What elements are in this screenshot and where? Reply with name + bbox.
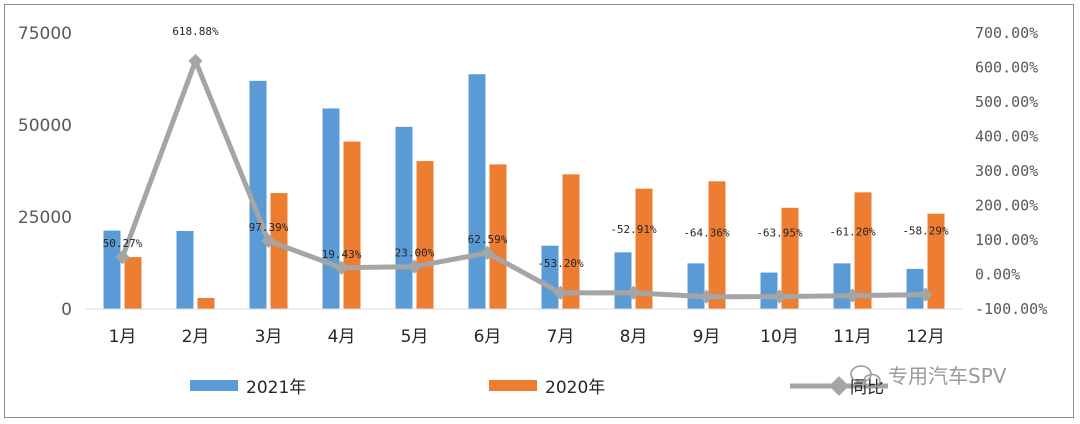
category-label-10: 10月 xyxy=(760,327,799,347)
bars-layer xyxy=(103,74,945,309)
right-tick-600.00%: 600.00% xyxy=(975,59,1038,77)
yoy-label-9: -64.36% xyxy=(683,227,730,240)
right-tick-0.00%: 0.00% xyxy=(975,266,1020,284)
legend-label-2020: 2020年 xyxy=(545,378,605,398)
category-label-7: 7月 xyxy=(547,327,575,347)
legend-swatch-yoy-marker xyxy=(829,376,849,396)
bar-2020-3 xyxy=(270,193,288,309)
bar-2020-9 xyxy=(708,181,726,309)
yoy-marker-7 xyxy=(553,285,568,300)
right-tick-100.00%: 100.00% xyxy=(975,231,1038,249)
bar-2020-6 xyxy=(489,164,507,309)
bar-2021-6 xyxy=(468,74,486,309)
bar-2021-12 xyxy=(906,268,924,309)
yoy-label-2: 618.88% xyxy=(172,25,219,38)
yoy-marker-11 xyxy=(845,288,860,303)
bar-2021-5 xyxy=(395,126,413,309)
yoy-marker-12 xyxy=(918,287,933,302)
bar-2020-10 xyxy=(781,207,799,309)
yoy-label-8: -52.91% xyxy=(610,223,657,236)
bar-2020-1 xyxy=(124,257,142,309)
bar-2020-2 xyxy=(197,297,215,309)
yoy-label-4: 19.43% xyxy=(322,248,362,261)
yoy-marker-6 xyxy=(480,245,495,260)
right-tick-200.00%: 200.00% xyxy=(975,197,1038,215)
bar-2021-1 xyxy=(103,230,121,309)
bar-2021-11 xyxy=(833,263,851,309)
yoy-label-12: -58.29% xyxy=(902,225,949,238)
right-tick-700.00%: 700.00% xyxy=(975,24,1038,42)
category-label-9: 9月 xyxy=(693,327,721,347)
category-label-6: 6月 xyxy=(474,327,502,347)
category-label-3: 3月 xyxy=(255,327,283,347)
category-axis: 1月 2月 3月 4月 5月 6月 7月 8月 9月 10月 11月 12月 xyxy=(109,327,945,347)
bar-2021-10 xyxy=(760,272,778,309)
right-tick-300.00%: 300.00% xyxy=(975,162,1038,180)
bar-2021-2 xyxy=(176,230,194,309)
left-tick-25000: 25000 xyxy=(18,208,72,228)
yoy-label-10: -63.95% xyxy=(756,227,803,240)
yoy-marker-9 xyxy=(699,289,714,304)
category-label-1: 1月 xyxy=(109,327,137,347)
left-axis: 0 25000 50000 75000 xyxy=(18,24,72,320)
yoy-label-11: -61.20% xyxy=(829,226,876,239)
yoy-marker-2 xyxy=(188,53,203,69)
legend-label-yoy: 同比 xyxy=(850,378,884,398)
watermark: 专用汽车SPV xyxy=(850,364,1007,389)
legend-label-2021: 2021年 xyxy=(246,378,306,398)
yoy-marker-8 xyxy=(626,285,641,300)
yoy-marker-3 xyxy=(261,233,276,248)
left-tick-0: 0 xyxy=(61,300,72,320)
bar-2021-4 xyxy=(322,108,340,309)
bar-2021-7 xyxy=(541,245,559,309)
category-label-8: 8月 xyxy=(620,327,648,347)
right-tick--100.00%: -100.00% xyxy=(975,300,1047,318)
yoy-label-1: 50.27% xyxy=(103,237,143,250)
yoy-label-6: 62.59% xyxy=(468,233,508,246)
bar-2020-11 xyxy=(854,192,872,309)
bar-2021-8 xyxy=(614,252,632,309)
yoy-label-3: 97.39% xyxy=(249,221,289,234)
wechat-icon xyxy=(850,365,881,389)
left-tick-50000: 50000 xyxy=(18,116,72,136)
category-label-11: 11月 xyxy=(833,327,872,347)
bar-2020-5 xyxy=(416,161,434,309)
legend: 2021年 2020年 同比 xyxy=(190,376,888,398)
yoy-line xyxy=(120,58,926,300)
category-label-5: 5月 xyxy=(401,327,429,347)
category-label-2: 2月 xyxy=(182,327,210,347)
legend-swatch-2021 xyxy=(190,380,238,391)
bar-2021-3 xyxy=(249,80,267,309)
yoy-label-7: -53.20% xyxy=(537,257,584,270)
category-label-12: 12月 xyxy=(906,327,945,347)
yoy-marker-10 xyxy=(772,289,787,304)
chart-frame xyxy=(4,4,1074,418)
yoy-marker-1 xyxy=(115,250,130,265)
yoy-marker-5 xyxy=(407,259,422,274)
yoy-marker-4 xyxy=(334,260,349,275)
left-tick-75000: 75000 xyxy=(18,24,72,44)
bar-2021-9 xyxy=(687,263,705,309)
right-tick-400.00%: 400.00% xyxy=(975,128,1038,146)
category-label-4: 4月 xyxy=(328,327,356,347)
bar-2020-4 xyxy=(343,141,361,309)
right-tick-500.00%: 500.00% xyxy=(975,93,1038,111)
bar-2020-8 xyxy=(635,188,653,309)
bar-2020-7 xyxy=(562,174,580,309)
watermark-text: 专用汽车SPV xyxy=(888,364,1007,388)
bar-2020-12 xyxy=(927,213,945,309)
line-layer xyxy=(115,53,933,304)
yoy-label-5: 23.00% xyxy=(395,247,435,260)
right-axis: -100.00% 0.00% 100.00% 200.00% 300.00% 400.00… xyxy=(975,24,1047,318)
data-labels-layer: 50.27% 618.88% 97.39% 19.43% 23.00% 62.59% -53… xyxy=(103,25,949,270)
legend-swatch-2020 xyxy=(489,380,537,391)
